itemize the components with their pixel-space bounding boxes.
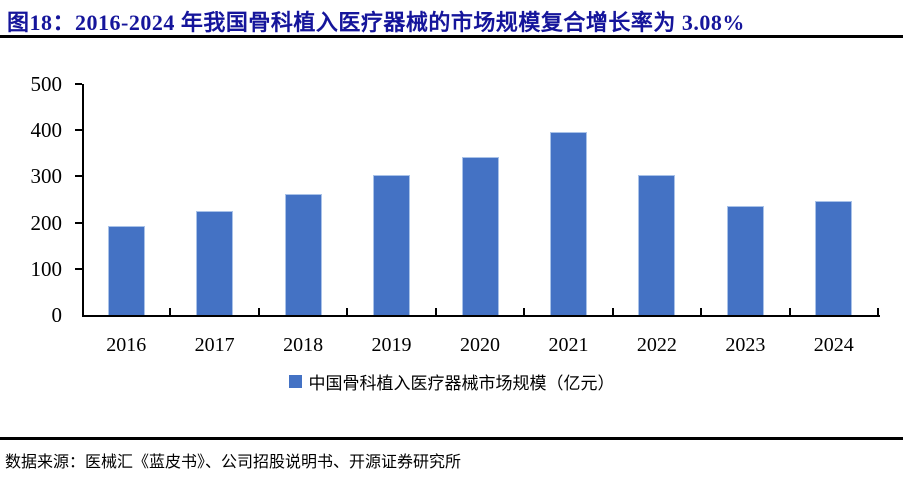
- chart-legend: 中国骨科植入医疗器械市场规模（亿元）: [0, 371, 903, 393]
- x-axis-tick: [434, 308, 437, 315]
- figure-title: 图18：2016-2024 年我国骨科植入医疗器械的市场规模复合增长率为 3.0…: [7, 10, 745, 35]
- x-axis-label-2018: 2018: [283, 334, 324, 356]
- y-tick-label: 200: [30, 210, 63, 235]
- legend-marker-square: [288, 374, 302, 388]
- y-axis-tick: [75, 175, 82, 178]
- y-tick-label: 500: [30, 72, 63, 96]
- x-axis-tick: [257, 308, 260, 315]
- y-tick-label: 0: [51, 303, 63, 327]
- y-axis-tick: [75, 129, 82, 132]
- footer-divider-line: [0, 437, 903, 440]
- bar-2019: [373, 174, 411, 315]
- x-axis-line: [82, 315, 880, 317]
- x-axis-tick: [877, 308, 879, 315]
- x-axis-label-2020: 2020: [459, 334, 500, 356]
- data-source-note: 数据来源：医械汇《蓝皮书》、公司招股说明书、开源证券研究所: [5, 454, 462, 471]
- bar-2021: [549, 131, 587, 315]
- bar-chart: 0 100 200 300 400 500 2016 2017 2018 2019 2020 2021…: [0, 60, 903, 365]
- x-axis-tick: [788, 308, 791, 315]
- x-axis-tick: [346, 308, 349, 315]
- y-tick-label: 400: [30, 118, 63, 143]
- x-axis-label-2022: 2022: [636, 334, 677, 356]
- x-axis-tick: [169, 308, 172, 315]
- title-divider-line: [0, 35, 903, 38]
- x-axis-label-2016: 2016: [106, 334, 147, 356]
- x-axis-tick: [523, 308, 526, 315]
- legend-series-label: 中国骨科植入医疗器械市场规模（亿元）: [308, 373, 615, 393]
- bar-2018: [284, 193, 322, 315]
- x-axis-tick: [700, 308, 703, 315]
- bar-2022: [638, 174, 676, 315]
- y-axis-tick: [75, 83, 82, 85]
- y-axis-tick: [75, 267, 82, 270]
- x-axis-label-2024: 2024: [813, 334, 854, 356]
- y-axis-tick: [75, 221, 82, 224]
- bar-2017: [196, 211, 234, 315]
- bar-2023: [726, 205, 764, 315]
- x-axis-tick: [611, 308, 614, 315]
- y-tick-label: 100: [30, 256, 63, 281]
- x-axis-label-2021: 2021: [548, 334, 589, 356]
- bar-2024: [815, 201, 853, 315]
- y-tick-label: 300: [30, 164, 63, 189]
- bar-2016: [107, 225, 145, 315]
- x-axis-label-2023: 2023: [725, 334, 766, 356]
- x-axis-label-2017: 2017: [194, 334, 235, 356]
- y-axis-line: [82, 84, 84, 317]
- bar-2020: [461, 156, 499, 315]
- x-axis-label-2019: 2019: [371, 334, 412, 356]
